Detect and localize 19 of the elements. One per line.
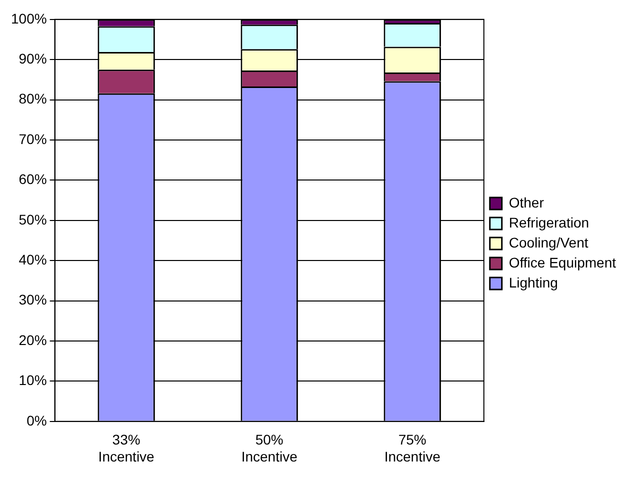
x-tick-label: 50% Incentive — [241, 432, 298, 464]
y-tick-label: 60% — [18, 171, 47, 188]
x-tick-label: 33% Incentive — [98, 432, 155, 464]
legend-label: Cooling/Vent — [508, 234, 588, 250]
y-tick-label: 30% — [18, 292, 47, 308]
y-tick-label: 80% — [18, 90, 47, 107]
legend-label: Office Equipment — [508, 254, 616, 270]
legend-label: Other — [508, 194, 544, 210]
y-tick-label: 0% — [26, 412, 47, 428]
y-tick-label: 70% — [18, 130, 47, 147]
y-tick-label: 50% — [18, 211, 47, 228]
y-tick-label: 100% — [10, 10, 47, 26]
y-tick-label: 20% — [18, 332, 47, 348]
y-tick-label: 90% — [18, 50, 47, 66]
legend-label: Refrigeration — [508, 214, 590, 230]
y-tick-label: 40% — [18, 251, 47, 268]
y-tick-label: 10% — [18, 372, 47, 388]
x-tick-label: 75% Incentive — [384, 432, 441, 464]
legend-label: Lighting — [508, 274, 558, 290]
